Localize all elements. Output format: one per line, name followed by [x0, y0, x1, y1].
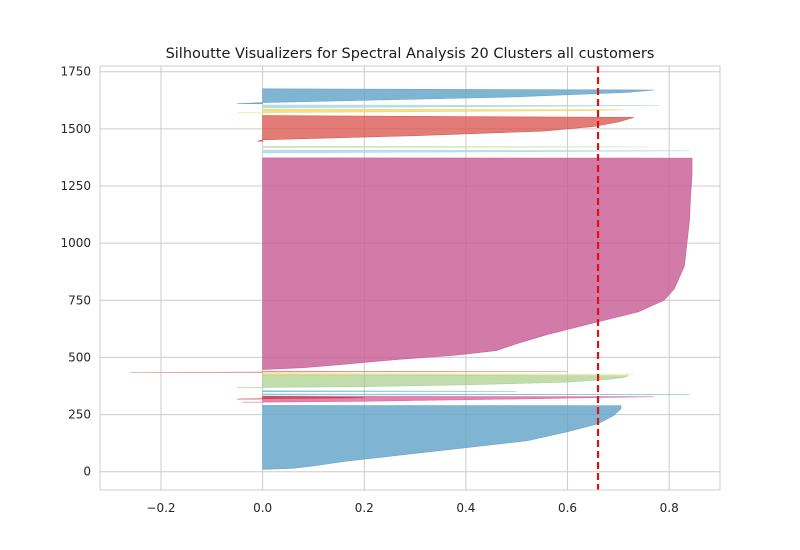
- silhouette-cluster-10: [262, 145, 649, 148]
- x-tick-label: 0.8: [660, 501, 679, 515]
- silhouette-cluster-8: [262, 157, 693, 370]
- silhouette-cluster-9: [262, 149, 690, 154]
- x-tick-label: 0.6: [558, 501, 577, 515]
- silhouette-clusters: [130, 88, 693, 470]
- plot-frame: [99, 65, 721, 491]
- x-tick-label: 0.0: [253, 501, 272, 515]
- x-tick-label: −0.2: [146, 501, 175, 515]
- y-tick-label: 750: [68, 293, 91, 307]
- silhouette-cluster-2: [237, 395, 365, 400]
- y-tick-label: 1750: [60, 65, 91, 79]
- silhouette-cluster-4: [262, 390, 517, 393]
- silhouette-cluster-12: [237, 108, 624, 114]
- silhouette-cluster-5: [237, 374, 629, 388]
- silhouette-cluster-11: [257, 115, 634, 142]
- y-tick-label: 1500: [60, 122, 91, 136]
- silhouette-cluster-3: [262, 393, 690, 396]
- y-tick-label: 0: [83, 465, 91, 479]
- x-axis-ticks: −0.2 0.0 0.2 0.4 0.6 0.8: [146, 501, 678, 515]
- y-axis-ticks: 0 250 500 750 1000 1250 1500 1750: [60, 65, 91, 479]
- x-tick-label: 0.4: [456, 501, 475, 515]
- silhouette-cluster-6: [262, 373, 634, 375]
- y-tick-label: 1250: [60, 179, 91, 193]
- silhouette-cluster-7: [130, 370, 568, 373]
- y-tick-label: 1000: [60, 236, 91, 250]
- y-tick-label: 500: [68, 350, 91, 364]
- silhouette-cluster-14: [237, 88, 654, 105]
- silhouette-cluster-13: [262, 104, 660, 109]
- x-tick-label: 0.2: [355, 501, 374, 515]
- y-tick-label: 250: [68, 408, 91, 422]
- silhouette-cluster-0: [262, 405, 622, 470]
- chart-title: Silhoutte Visualizers for Spectral Analy…: [166, 46, 655, 62]
